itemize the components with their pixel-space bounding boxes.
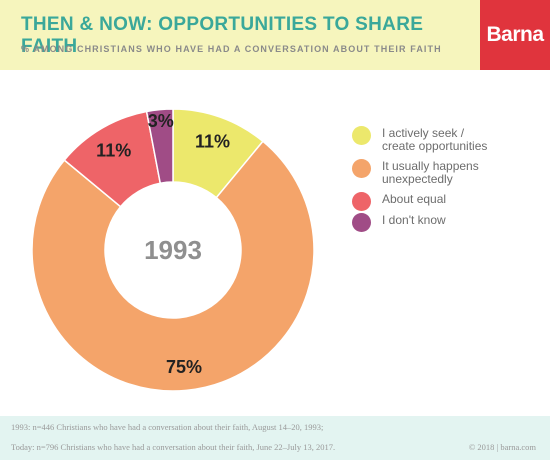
- center-year-label: 1993: [144, 235, 202, 265]
- slice-label: 75%: [166, 357, 202, 377]
- legend-item: It usually happens unexpectedly: [352, 159, 487, 185]
- legend-item: I actively seek / create opportunities: [352, 126, 487, 152]
- barna-logo: Barna: [480, 0, 550, 70]
- legend-swatch: [352, 212, 371, 232]
- legend-label: I don't know: [382, 212, 446, 227]
- legend-swatch: [352, 126, 371, 145]
- chart-subtitle: % AMONG CHRISTIANS WHO HAVE HAD A CONVER…: [21, 44, 442, 54]
- legend: I actively seek / create opportunities It…: [352, 126, 487, 233]
- footer: 1993: n=446 Christians who have had a co…: [0, 416, 550, 460]
- footer-note-today: Today: n=796 Christians who have had a c…: [11, 442, 336, 452]
- slice-label: 11%: [195, 131, 230, 151]
- slice-label: 11%: [96, 141, 131, 161]
- legend-item: About equal: [352, 192, 487, 211]
- legend-item: I don't know: [352, 212, 487, 232]
- legend-swatch: [352, 159, 371, 178]
- footer-note-1993: 1993: n=446 Christians who have had a co…: [11, 422, 324, 432]
- legend-label: About equal: [382, 192, 447, 206]
- donut-slice: [31, 140, 315, 392]
- legend-label: It usually happens unexpectedly: [382, 159, 479, 186]
- legend-swatch: [352, 192, 371, 211]
- header: THEN & NOW: OPPORTUNITIES TO SHARE FAITH…: [0, 0, 480, 70]
- donut-slice: [145, 108, 174, 185]
- legend-label: I actively seek / create opportunities: [382, 126, 488, 153]
- slice-label: 3%: [148, 111, 174, 131]
- chart-title: THEN & NOW: OPPORTUNITIES TO SHARE FAITH: [21, 14, 424, 57]
- donut-chart: 11% 75% 11% 3% 1993: [31, 108, 315, 392]
- footer-credit: © 2018 | barna.com: [468, 442, 536, 452]
